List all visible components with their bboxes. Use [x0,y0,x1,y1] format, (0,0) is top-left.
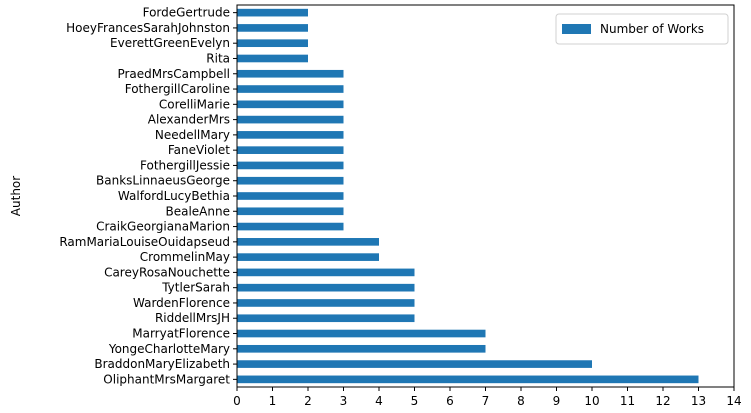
y-tick-label: RamMariaLouiseOuidapseud [59,235,230,249]
x-tick-label: 11 [620,394,635,408]
bar [237,238,379,246]
x-tick-label: 9 [553,394,561,408]
legend-swatch [562,24,591,34]
bar [237,375,699,384]
y-tick-label: BealeAnne [166,204,231,218]
x-tick-label: 12 [655,394,670,408]
bar [237,329,486,338]
x-tick-label: 1 [269,394,277,408]
y-tick-label: OliphantMrsMargaret [103,372,230,386]
legend-box [555,13,729,45]
y-tick-label: RiddellMrsJH [155,311,230,325]
bar [237,85,344,93]
y-tick-label: NeedellMary [155,128,230,142]
y-tick-label: FaneViolet [168,143,230,157]
bar [237,299,415,307]
x-tick-label: 5 [411,394,419,408]
x-axis-ticks: 0 1 2 3 4 5 6 7 8 9 10 11 12 13 14 [233,387,742,408]
bar [237,161,344,170]
x-tick-label: 8 [517,394,525,408]
legend-label: Number of Works [600,22,704,36]
bar [237,100,344,109]
bar [237,344,486,353]
y-tick-label: HoeyFrancesSarahJohnston [66,21,230,35]
y-tick-label: PraedMrsCampbell [117,67,230,81]
bar [237,222,344,231]
bar [237,253,379,261]
bar [237,69,344,78]
bar [237,283,415,292]
y-axis-ticks: OliphantMrsMargaretBraddonMaryElizabethY… [59,6,237,386]
plot-frame [236,4,735,388]
bar [237,39,308,48]
y-tick-label: CorelliMarie [159,97,230,111]
legend: Number of Works [555,13,729,45]
bar [237,314,415,323]
y-tick-label: CraikGeorgianaMarion [96,220,230,234]
x-tick-label: 3 [340,394,348,408]
bar [237,207,344,216]
bar [237,131,344,139]
y-tick-label: CrommelinMay [140,250,230,264]
y-tick-label: CareyRosaNouchette [104,265,230,279]
y-tick-label: MarryatFlorence [132,327,230,341]
x-tick-label: 7 [482,394,490,408]
bar [237,54,308,63]
y-tick-label: WardenFlorence [133,296,230,310]
x-tick-label: 14 [726,394,741,408]
y-tick-label: FothergillCaroline [125,82,230,96]
bar [237,115,344,124]
x-tick-label: 10 [584,394,599,408]
y-tick-label: FothergillJessie [140,158,230,172]
bar [237,24,308,32]
bar [237,8,308,17]
y-axis-title: Author [9,176,23,216]
y-tick-label: BanksLinnaeusGeorge [96,174,230,188]
y-tick-label: Rita [206,51,230,65]
bars-group [237,8,699,384]
x-tick-label: 13 [691,394,706,408]
bar [237,360,592,368]
y-tick-label: BraddonMaryElizabeth [94,357,230,371]
y-tick-label: TytlerSarah [161,281,230,295]
bar [237,192,344,200]
bar [237,176,344,185]
y-tick-label: EverettGreenEvelyn [110,36,230,50]
x-tick-label: 4 [375,394,383,408]
y-tick-label: WalfordLucyBethia [118,189,230,203]
x-tick-label: 2 [304,394,312,408]
y-tick-label: FordeGertrude [143,6,230,20]
x-tick-label: 6 [446,394,454,408]
y-tick-label: YongeCharlotteMary [108,342,230,356]
x-tick-label: 0 [233,394,241,408]
y-tick-label: AlexanderMrs [148,113,230,127]
bar [237,268,415,277]
bar [237,146,344,154]
